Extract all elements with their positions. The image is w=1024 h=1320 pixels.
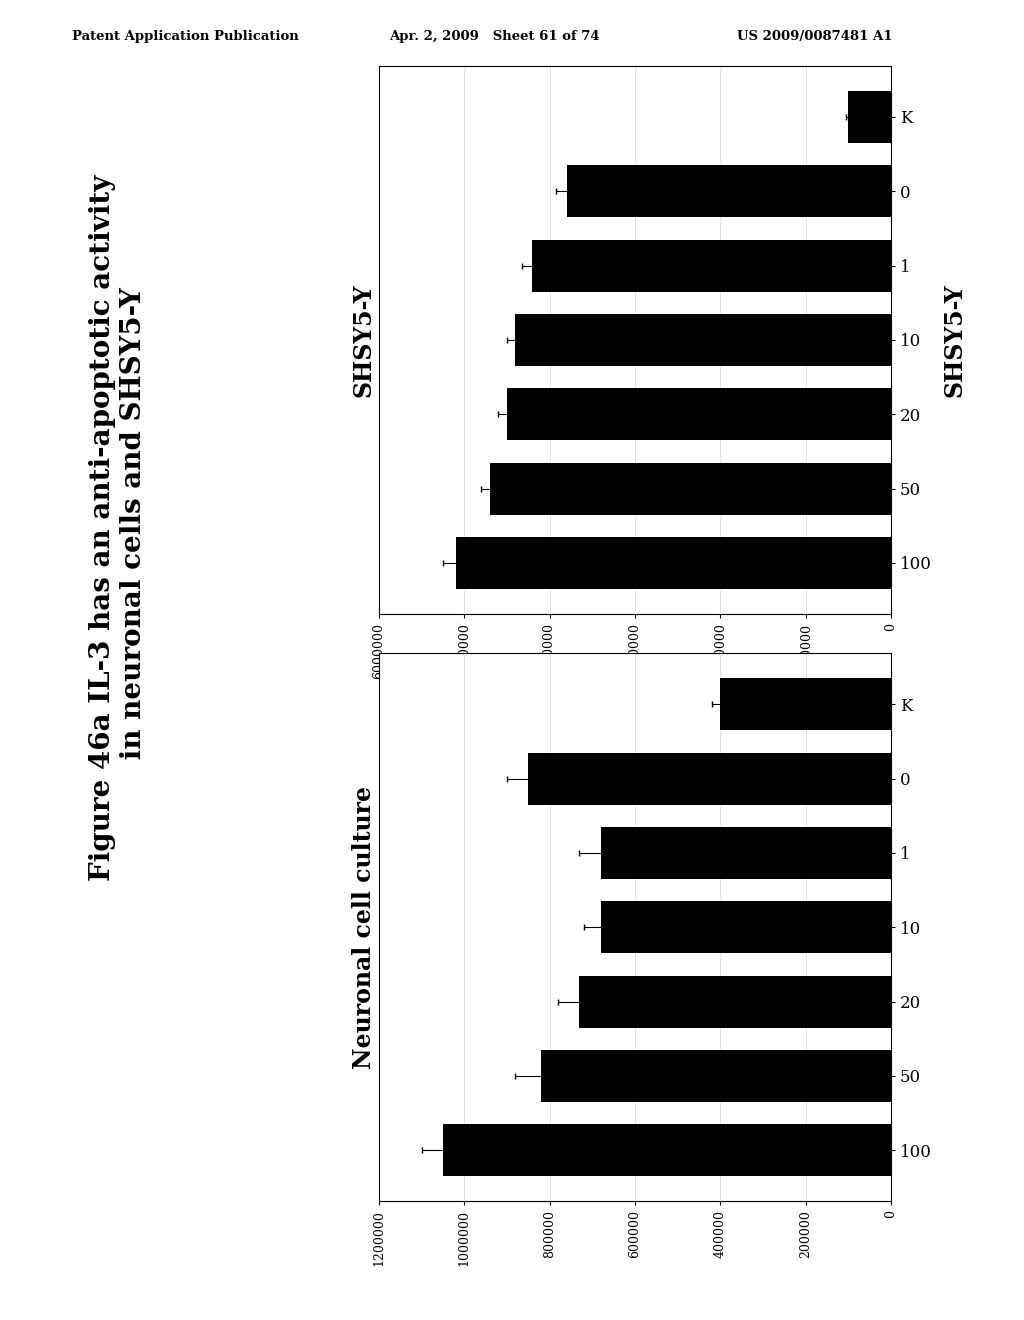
Bar	[528, 752, 891, 805]
Bar	[580, 975, 891, 1028]
Text: Apr. 2, 2009   Sheet 61 of 74: Apr. 2, 2009 Sheet 61 of 74	[389, 30, 600, 44]
Bar	[601, 902, 891, 953]
Bar	[566, 165, 891, 218]
Bar	[442, 1125, 891, 1176]
Text: Figure 46a IL-3 has an anti-apoptotic activity
 in neuronal cells and SHSY5-Y: Figure 46a IL-3 has an anti-apoptotic ac…	[89, 174, 146, 882]
Bar	[541, 1049, 891, 1102]
Text: Patent Application Publication: Patent Application Publication	[72, 30, 298, 44]
Bar	[456, 537, 891, 589]
Text: US 2009/0087481 A1: US 2009/0087481 A1	[737, 30, 893, 44]
Text: SHSY5-Y: SHSY5-Y	[351, 282, 376, 397]
Text: Neuronal cell culture: Neuronal cell culture	[351, 785, 376, 1069]
Bar	[532, 239, 891, 292]
Y-axis label: SHSY5-Y: SHSY5-Y	[943, 282, 967, 397]
Bar	[601, 826, 891, 879]
Bar	[507, 388, 891, 441]
Bar	[848, 91, 891, 143]
Bar	[489, 462, 891, 515]
Bar	[515, 314, 891, 366]
Bar	[720, 678, 891, 730]
